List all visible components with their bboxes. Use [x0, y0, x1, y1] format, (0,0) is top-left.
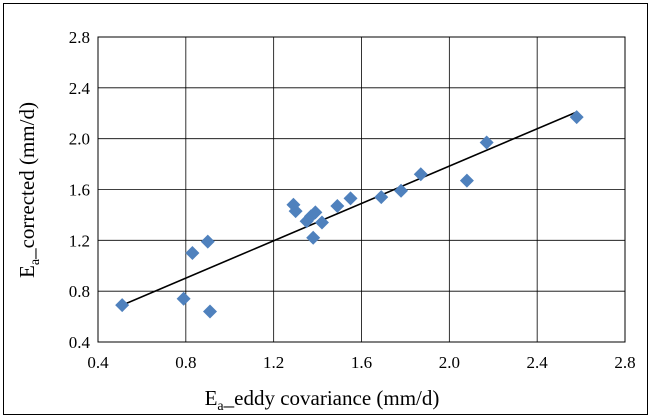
x-axis-label-base: E	[205, 386, 218, 410]
x-tick-label: 1.6	[351, 353, 372, 372]
data-point	[115, 298, 130, 313]
data-point	[314, 215, 329, 230]
data-point	[185, 246, 200, 261]
data-point	[394, 183, 409, 198]
data-point	[176, 291, 191, 306]
data-point	[459, 173, 474, 188]
data-point	[288, 204, 303, 219]
x-tick-label: 1.2	[263, 353, 284, 372]
x-tick-label: 2.4	[527, 353, 549, 372]
x-tick-label: 0.4	[87, 353, 109, 372]
y-tick-label: 0.8	[69, 282, 90, 301]
data-point	[308, 205, 323, 220]
y-tick-labels: 0.4 0.8 1.2 1.6 2.0 2.4 2.8	[69, 28, 91, 352]
y-tick-label: 2.8	[69, 28, 90, 47]
data-point	[343, 191, 358, 206]
y-tick-label: 1.6	[69, 181, 90, 200]
chart-frame	[3, 3, 648, 415]
x-tick-label: 0.8	[175, 353, 196, 372]
data-point	[306, 230, 321, 245]
x-tick-labels: 0.4 0.8 1.2 1.6 2.0 2.4 2.8	[87, 353, 635, 372]
data-point	[330, 199, 345, 214]
plot-area	[97, 36, 626, 343]
y-tick-label: 2.4	[69, 79, 91, 98]
data-point	[479, 135, 494, 150]
y-axis-label: Ea_corrected (mm/d)	[15, 102, 43, 278]
data-point	[374, 190, 389, 205]
data-point	[200, 234, 215, 249]
data-points	[115, 110, 584, 319]
gridlines	[97, 36, 626, 343]
x-axis-label-rest: _eddy covariance (mm/d)	[223, 386, 440, 410]
trendline	[121, 111, 578, 306]
y-axis-label-rest: _corrected (mm/d)	[15, 102, 39, 260]
y-tick-label: 2.0	[69, 130, 90, 149]
x-tick-label: 2.0	[439, 353, 460, 372]
y-tick-label: 0.4	[69, 333, 91, 352]
data-point	[202, 304, 217, 319]
y-axis-label-base: E	[15, 265, 39, 278]
x-tick-label: 2.8	[614, 353, 635, 372]
data-point	[413, 167, 428, 182]
x-axis-label-sub: a	[217, 399, 224, 414]
x-axis-label: Ea_eddy covariance (mm/d)	[205, 386, 440, 414]
y-axis-label-sub: a	[28, 258, 43, 265]
y-tick-label: 1.2	[69, 231, 90, 250]
data-point	[569, 110, 584, 125]
